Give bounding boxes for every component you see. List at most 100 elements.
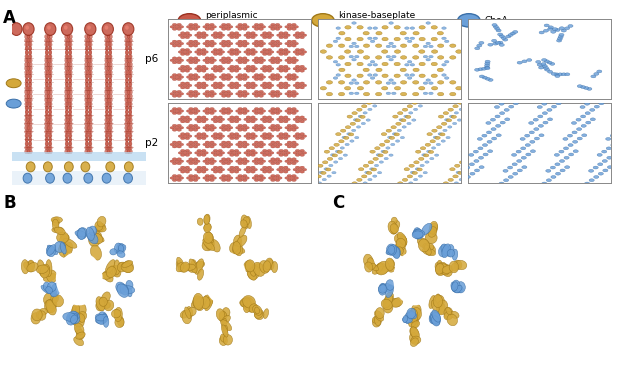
Ellipse shape <box>108 114 111 118</box>
Ellipse shape <box>127 34 130 39</box>
Circle shape <box>226 74 230 76</box>
Ellipse shape <box>89 58 93 63</box>
Ellipse shape <box>429 296 435 309</box>
Circle shape <box>370 77 375 79</box>
Ellipse shape <box>106 54 109 58</box>
Circle shape <box>293 168 297 171</box>
Ellipse shape <box>128 86 131 90</box>
Ellipse shape <box>84 58 88 63</box>
Ellipse shape <box>423 243 434 250</box>
Circle shape <box>211 118 215 121</box>
Circle shape <box>259 112 263 114</box>
Ellipse shape <box>176 260 182 268</box>
Ellipse shape <box>128 130 131 134</box>
Circle shape <box>235 177 240 179</box>
Circle shape <box>260 84 265 87</box>
Ellipse shape <box>45 138 48 142</box>
Circle shape <box>363 68 369 72</box>
Circle shape <box>376 44 382 47</box>
Ellipse shape <box>105 54 108 58</box>
Circle shape <box>292 28 296 30</box>
Circle shape <box>242 28 247 30</box>
Ellipse shape <box>128 146 131 150</box>
Circle shape <box>376 56 382 59</box>
Ellipse shape <box>89 122 93 126</box>
Circle shape <box>234 166 239 169</box>
Circle shape <box>278 127 282 129</box>
Circle shape <box>370 150 375 153</box>
Ellipse shape <box>125 126 128 130</box>
Ellipse shape <box>31 313 41 324</box>
Circle shape <box>183 135 188 137</box>
Ellipse shape <box>193 296 203 308</box>
Circle shape <box>229 92 233 95</box>
Ellipse shape <box>125 149 128 154</box>
Circle shape <box>260 168 265 171</box>
Ellipse shape <box>65 134 68 138</box>
Circle shape <box>336 64 340 66</box>
Ellipse shape <box>48 114 51 118</box>
Circle shape <box>172 28 177 30</box>
Circle shape <box>177 23 181 26</box>
Ellipse shape <box>29 142 31 146</box>
Ellipse shape <box>26 54 29 58</box>
Ellipse shape <box>45 82 48 86</box>
Circle shape <box>358 168 364 171</box>
Circle shape <box>431 37 437 41</box>
Ellipse shape <box>107 149 109 154</box>
Circle shape <box>212 76 217 78</box>
Circle shape <box>203 76 207 78</box>
Circle shape <box>453 105 458 108</box>
Circle shape <box>256 92 261 95</box>
Ellipse shape <box>129 106 132 110</box>
Circle shape <box>379 143 385 146</box>
Ellipse shape <box>108 118 111 122</box>
Circle shape <box>263 70 267 72</box>
Circle shape <box>283 171 288 173</box>
Ellipse shape <box>25 146 28 150</box>
Circle shape <box>201 116 206 118</box>
Ellipse shape <box>125 114 128 118</box>
Ellipse shape <box>89 78 92 83</box>
Circle shape <box>351 42 356 45</box>
Ellipse shape <box>97 223 104 232</box>
Circle shape <box>275 78 280 81</box>
Circle shape <box>470 172 475 175</box>
Ellipse shape <box>70 58 72 63</box>
Circle shape <box>238 145 242 148</box>
Circle shape <box>197 70 201 72</box>
Ellipse shape <box>125 142 128 146</box>
Circle shape <box>287 112 292 114</box>
Ellipse shape <box>25 134 28 138</box>
Ellipse shape <box>369 263 376 270</box>
Circle shape <box>482 76 487 79</box>
Ellipse shape <box>191 297 203 308</box>
Ellipse shape <box>106 43 109 47</box>
Circle shape <box>271 158 275 160</box>
Circle shape <box>458 14 480 27</box>
Circle shape <box>366 171 372 175</box>
Circle shape <box>201 48 206 51</box>
Ellipse shape <box>101 301 110 308</box>
Circle shape <box>536 60 541 63</box>
Ellipse shape <box>412 307 422 320</box>
Circle shape <box>292 108 296 110</box>
Circle shape <box>222 112 226 114</box>
Circle shape <box>278 76 282 78</box>
Circle shape <box>296 137 300 139</box>
Circle shape <box>320 87 327 90</box>
Circle shape <box>193 95 198 97</box>
Circle shape <box>499 43 504 46</box>
Ellipse shape <box>29 38 32 43</box>
Circle shape <box>556 39 561 42</box>
Circle shape <box>297 152 302 154</box>
Circle shape <box>193 179 198 181</box>
Circle shape <box>251 32 255 34</box>
Circle shape <box>268 177 273 179</box>
Ellipse shape <box>68 50 71 55</box>
Circle shape <box>224 143 229 146</box>
Circle shape <box>396 122 401 125</box>
Circle shape <box>425 143 430 146</box>
Ellipse shape <box>29 130 32 134</box>
Circle shape <box>496 41 501 44</box>
